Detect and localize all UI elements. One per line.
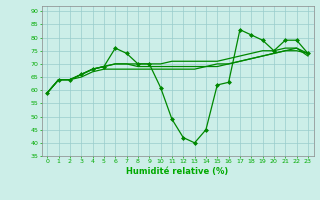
X-axis label: Humidité relative (%): Humidité relative (%)	[126, 167, 229, 176]
